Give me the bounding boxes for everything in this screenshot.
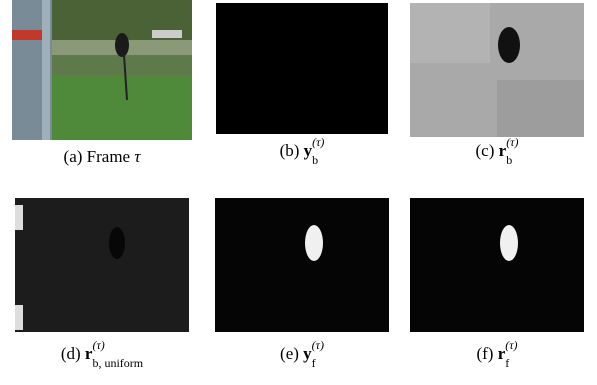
- figure: (a) Frame τ (b) y(τ)b (c) r(τ)b (d) r(τ)…: [0, 0, 597, 385]
- caption-subscript: b, uniform: [92, 357, 143, 369]
- caption-superscript: (τ): [312, 136, 324, 148]
- caption-superscript: (τ): [505, 339, 517, 351]
- caption-symbol: y: [303, 344, 312, 363]
- caption-superscript: (τ): [312, 339, 324, 351]
- caption: (e) y(τ)f: [207, 343, 397, 367]
- caption-symbol: y: [304, 141, 313, 160]
- caption-label: (b): [280, 141, 300, 160]
- caption-subscript: b: [506, 154, 518, 166]
- caption: (d) r(τ)b, uniform: [7, 343, 197, 367]
- caption-label: (e): [280, 344, 299, 363]
- caption-label: (d): [61, 344, 81, 363]
- caption: (a) Frame τ: [7, 147, 197, 167]
- caption-label: (a): [64, 147, 83, 166]
- foreground-residual-image: [407, 195, 587, 335]
- caption-subscript: b: [312, 154, 324, 166]
- caption-symbol: r: [498, 344, 506, 363]
- caption-symbol: r: [85, 344, 93, 363]
- frame-image: [12, 0, 192, 140]
- caption-label: (f): [476, 344, 493, 363]
- caption-superscript: (τ): [506, 136, 518, 148]
- caption-symbol: r: [499, 141, 507, 160]
- caption-symbol: τ: [134, 147, 140, 166]
- caption: (c) r(τ)b: [402, 140, 592, 164]
- caption: (f) r(τ)f: [402, 343, 592, 367]
- caption-text: Frame: [87, 147, 130, 166]
- caption-subscript: f: [312, 357, 324, 369]
- background-prob-image: [212, 0, 392, 140]
- background-residual-image: [407, 0, 587, 140]
- caption-superscript: (τ): [92, 339, 143, 351]
- uniform-residual-image: [12, 195, 192, 335]
- caption-label: (c): [476, 141, 495, 160]
- foreground-prob-image: [212, 195, 392, 335]
- caption: (b) y(τ)b: [207, 140, 397, 164]
- caption-subscript: f: [505, 357, 517, 369]
